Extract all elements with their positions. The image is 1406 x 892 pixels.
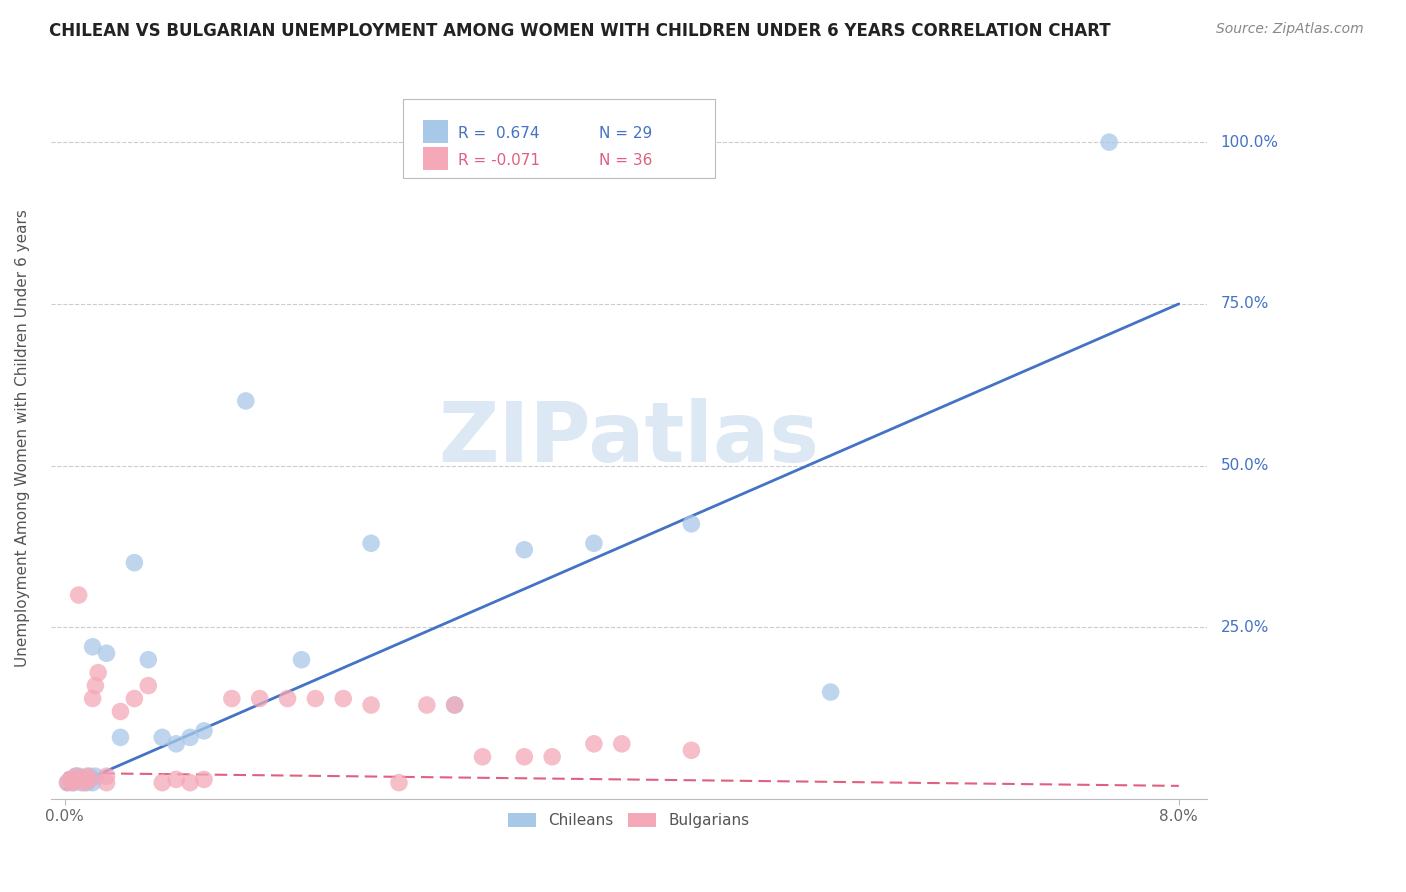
Point xyxy=(70,775,93,789)
Point xyxy=(110,731,132,745)
Point xyxy=(136,653,159,667)
Point xyxy=(76,775,98,789)
Text: R =  0.674: R = 0.674 xyxy=(458,126,538,141)
FancyBboxPatch shape xyxy=(423,146,449,169)
Point xyxy=(277,691,299,706)
Point xyxy=(471,749,494,764)
FancyBboxPatch shape xyxy=(404,99,716,178)
Point xyxy=(582,536,605,550)
Point xyxy=(443,698,465,712)
Point xyxy=(221,691,243,706)
Point xyxy=(124,556,146,570)
Text: N = 29: N = 29 xyxy=(599,126,652,141)
Text: 100.0%: 100.0% xyxy=(1220,135,1278,150)
Point xyxy=(84,769,107,783)
Point xyxy=(82,775,104,789)
Point xyxy=(62,775,84,789)
Point xyxy=(416,698,439,712)
Text: R = -0.071: R = -0.071 xyxy=(458,153,540,168)
Point xyxy=(56,775,79,789)
Point xyxy=(84,679,107,693)
Point xyxy=(235,393,257,408)
Point xyxy=(193,772,215,787)
Point xyxy=(165,772,187,787)
Point xyxy=(610,737,633,751)
Point xyxy=(332,691,354,706)
Point xyxy=(87,665,110,680)
Y-axis label: Unemployment Among Women with Children Under 6 years: Unemployment Among Women with Children U… xyxy=(15,210,30,667)
Point xyxy=(513,542,536,557)
Text: 75.0%: 75.0% xyxy=(1220,296,1268,311)
Text: 50.0%: 50.0% xyxy=(1220,458,1268,473)
Point xyxy=(360,536,382,550)
Point xyxy=(73,775,96,789)
Point xyxy=(304,691,326,706)
Point xyxy=(79,772,101,787)
Point xyxy=(82,640,104,654)
Point xyxy=(388,775,411,789)
Text: N = 36: N = 36 xyxy=(599,153,652,168)
Point xyxy=(513,749,536,764)
Text: Source: ZipAtlas.com: Source: ZipAtlas.com xyxy=(1216,22,1364,37)
Text: ZIPatlas: ZIPatlas xyxy=(439,398,820,479)
Point xyxy=(82,691,104,706)
Point xyxy=(290,653,312,667)
Point xyxy=(70,772,93,787)
Point xyxy=(96,769,118,783)
Point xyxy=(73,772,96,787)
Text: CHILEAN VS BULGARIAN UNEMPLOYMENT AMONG WOMEN WITH CHILDREN UNDER 6 YEARS CORREL: CHILEAN VS BULGARIAN UNEMPLOYMENT AMONG … xyxy=(49,22,1111,40)
Point xyxy=(110,705,132,719)
Text: 25.0%: 25.0% xyxy=(1220,620,1268,635)
Point xyxy=(62,775,84,789)
Point xyxy=(681,516,703,531)
Point xyxy=(541,749,564,764)
Point xyxy=(820,685,842,699)
FancyBboxPatch shape xyxy=(423,120,449,143)
Point xyxy=(65,769,87,783)
Point xyxy=(582,737,605,751)
Point xyxy=(96,775,118,789)
Point xyxy=(67,588,90,602)
Point xyxy=(56,775,79,789)
Point xyxy=(150,775,173,789)
Point xyxy=(136,679,159,693)
Point xyxy=(249,691,271,706)
Point xyxy=(59,772,82,787)
Point xyxy=(443,698,465,712)
Point xyxy=(124,691,146,706)
Point xyxy=(65,769,87,783)
Point xyxy=(96,646,118,660)
Point xyxy=(179,775,201,789)
Point xyxy=(76,769,98,783)
Point xyxy=(360,698,382,712)
Point xyxy=(681,743,703,757)
Legend: Chileans, Bulgarians: Chileans, Bulgarians xyxy=(502,807,755,835)
Point xyxy=(59,772,82,787)
Point xyxy=(193,723,215,738)
Point xyxy=(79,769,101,783)
Point xyxy=(179,731,201,745)
Point xyxy=(1098,135,1121,149)
Point xyxy=(67,769,90,783)
Point xyxy=(165,737,187,751)
Point xyxy=(150,731,173,745)
